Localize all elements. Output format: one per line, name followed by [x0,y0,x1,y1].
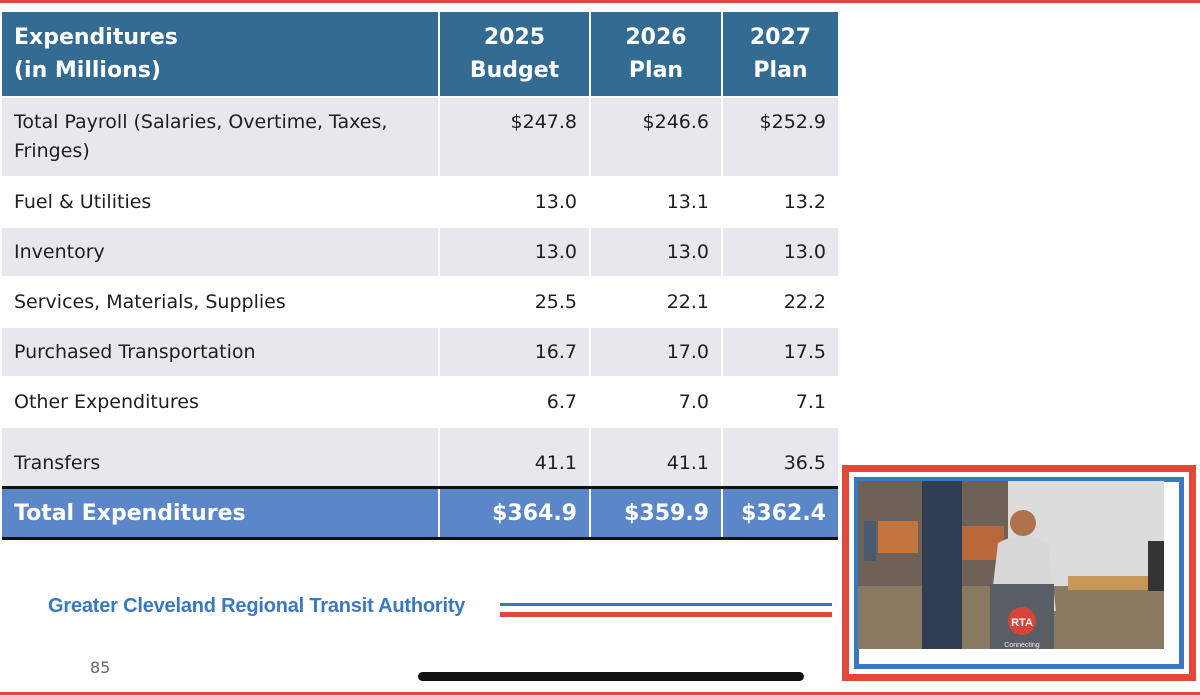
row-label: Inventory [2,226,440,277]
rta-logo-icon [1008,607,1036,635]
row-label: Other Expenditures [2,376,440,427]
row-label: Fuel & Utilities [2,176,440,227]
bottom-border [0,692,1200,695]
table [1068,576,1164,590]
value-2026: 22.1 [590,276,723,327]
total-row: Total Expenditures $364.9 $359.9 $362.4 [2,486,838,540]
table-row: Purchased Transportation 16.7 17.0 17.5 [2,326,838,377]
value-2026: 13.0 [590,226,723,277]
table-row: Other Expenditures 6.7 7.0 7.1 [2,376,838,427]
value-2027: $252.9 [722,96,838,177]
brand-stripe-red [500,612,832,617]
row-label: Transfers [2,426,440,488]
header-2027-plan: 2027 Plan [722,12,838,97]
total-2027: $362.4 [722,486,838,540]
table-header-row: Expenditures (in Millions) 2025 Budget 202… [2,12,838,97]
person-left [864,521,876,561]
top-border [0,0,1200,3]
video-feed-frame: RTA Connecting [842,465,1196,681]
value-2027: 22.2 [722,276,838,327]
value-2026: 41.1 [590,426,723,488]
value-2026: $246.6 [590,96,723,177]
expenditures-table: Expenditures (in Millions) 2025 Budget 202… [2,12,838,540]
value-2025: 25.5 [439,276,591,327]
organization-name: Greater Cleveland Regional Transit Autho… [48,595,466,617]
value-2027: 13.0 [722,226,838,277]
total-2026: $359.9 [590,486,723,540]
person-right [1148,541,1164,591]
pillar [922,481,962,649]
chair [878,521,918,553]
table-row: Services, Materials, Supplies 25.5 22.1 … [2,276,838,327]
table-row: Transfers 41.1 41.1 36.5 [2,426,838,488]
table-row: Inventory 13.0 13.0 13.0 [2,226,838,277]
header-2026-plan: 2026 Plan [590,12,723,97]
video-feed: RTA Connecting [858,481,1164,649]
value-2026: 17.0 [590,326,723,377]
value-2027: 7.1 [722,376,838,427]
total-label: Total Expenditures [2,486,440,540]
video-scene: RTA Connecting [858,481,1164,649]
value-2025: $247.8 [439,96,591,177]
speaker-head [1010,510,1036,536]
value-2025: 41.1 [439,426,591,488]
row-label: Total Payroll (Salaries, Overtime, Taxes… [2,96,440,177]
header-expenditures: Expenditures (in Millions) [2,12,440,97]
brand-stripe-blue [500,603,832,606]
value-2025: 13.0 [439,176,591,227]
value-2026: 13.1 [590,176,723,227]
value-2027: 17.5 [722,326,838,377]
table-row: Fuel & Utilities 13.0 13.1 13.2 [2,176,838,227]
row-label: Purchased Transportation [2,326,440,377]
table-row: Total Payroll (Salaries, Overtime, Taxes… [2,96,838,177]
rta-caption: Connecting [1004,642,1040,649]
value-2027: 36.5 [722,426,838,488]
header-2025-budget: 2025 Budget [439,12,591,97]
value-2025: 6.7 [439,376,591,427]
value-2026: 7.0 [590,376,723,427]
row-label: Services, Materials, Supplies [2,276,440,327]
home-indicator[interactable] [418,672,804,681]
page-number: 85 [90,658,111,677]
value-2025: 13.0 [439,226,591,277]
total-2025: $364.9 [439,486,591,540]
value-2027: 13.2 [722,176,838,227]
value-2025: 16.7 [439,326,591,377]
rta-logo-text: RTA [1011,617,1033,629]
